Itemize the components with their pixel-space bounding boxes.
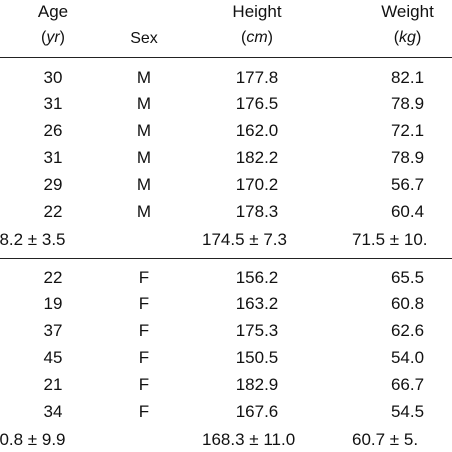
table-cell-height: 182.9 — [235, 375, 279, 394]
table-cell-age: 45 — [43, 348, 63, 367]
table-cell-sex: F — [138, 402, 150, 421]
table-cell-age: 21 — [43, 375, 63, 394]
table-cell-weight: 60.8 — [390, 294, 425, 313]
table-cell-height: 182.2 — [235, 148, 279, 167]
table-cell-sex: M — [136, 94, 152, 113]
summary-weight: 60.7 ± 5. — [352, 430, 419, 449]
height-unit-text: cm — [246, 29, 268, 46]
header-weight: Weight — [381, 2, 434, 21]
age-unit-text: yr — [46, 29, 60, 46]
table-cell-sex: M — [136, 148, 152, 167]
header-age: Age — [37, 2, 69, 21]
weight-unit-text: kg — [399, 29, 416, 46]
table-cell-age: 34 — [43, 402, 63, 421]
group-rule — [0, 258, 452, 259]
table-cell-height: 167.6 — [235, 402, 279, 421]
table-cell-age: 22 — [43, 268, 63, 287]
table-cell-height: 175.3 — [235, 321, 279, 340]
header-age-unit: (yr) — [41, 29, 65, 46]
summary-age: 30.8 ± 9.9 — [0, 430, 66, 449]
header-weight-unit: (kg) — [393, 29, 422, 46]
table-cell-weight: 56.7 — [390, 175, 425, 194]
table-cell-sex: M — [136, 68, 152, 87]
header-height-unit: (cm) — [241, 29, 273, 46]
table-cell-weight: 82.1 — [390, 68, 425, 87]
table-cell-age: 22 — [43, 202, 63, 221]
table-cell-weight: 60.4 — [390, 202, 425, 221]
header-rule — [0, 57, 452, 58]
table-cell-sex: F — [138, 268, 150, 287]
table-cell-weight: 66.7 — [390, 375, 425, 394]
table-cell-age: 29 — [43, 175, 63, 194]
table-cell-height: 150.5 — [235, 348, 279, 367]
header-sex: Sex — [130, 30, 158, 47]
table-cell-weight: 78.9 — [390, 94, 425, 113]
table-cell-age: 31 — [43, 148, 63, 167]
table-cell-age: 26 — [43, 121, 63, 140]
summary-height: 168.3 ± 11.0 — [202, 430, 296, 449]
table-cell-age: 30 — [43, 68, 63, 87]
table-cell-height: 163.2 — [235, 294, 279, 313]
table-cell-sex: F — [138, 294, 150, 313]
table-cell-height: 178.3 — [235, 202, 279, 221]
summary-height: 174.5 ± 7.3 — [202, 230, 287, 249]
table-cell-sex: F — [138, 375, 150, 394]
table-cell-height: 156.2 — [235, 268, 279, 287]
table-cell-weight: 54.5 — [390, 402, 425, 421]
table-cell-age: 37 — [43, 321, 63, 340]
table-cell-sex: F — [138, 321, 150, 340]
table-cell-weight: 62.6 — [390, 321, 425, 340]
table-cell-height: 170.2 — [235, 175, 279, 194]
table-cell-height: 162.0 — [235, 121, 279, 140]
table-cell-weight: 72.1 — [390, 121, 425, 140]
table-cell-weight: 78.9 — [390, 148, 425, 167]
table-cell-height: 177.8 — [235, 68, 279, 87]
table-cell-sex: M — [136, 121, 152, 140]
table-cell-sex: F — [138, 348, 150, 367]
summary-age: 28.2 ± 3.5 — [0, 230, 66, 249]
summary-weight: 71.5 ± 10. — [352, 230, 428, 249]
header-height: Height — [232, 2, 282, 21]
table-cell-weight: 54.0 — [390, 348, 425, 367]
table-cell-sex: M — [136, 175, 152, 194]
table-cell-age: 31 — [43, 94, 63, 113]
table-cell-weight: 65.5 — [390, 268, 425, 287]
table-cell-sex: M — [136, 202, 152, 221]
table-cell-height: 176.5 — [235, 94, 279, 113]
table-cell-age: 19 — [43, 294, 63, 313]
